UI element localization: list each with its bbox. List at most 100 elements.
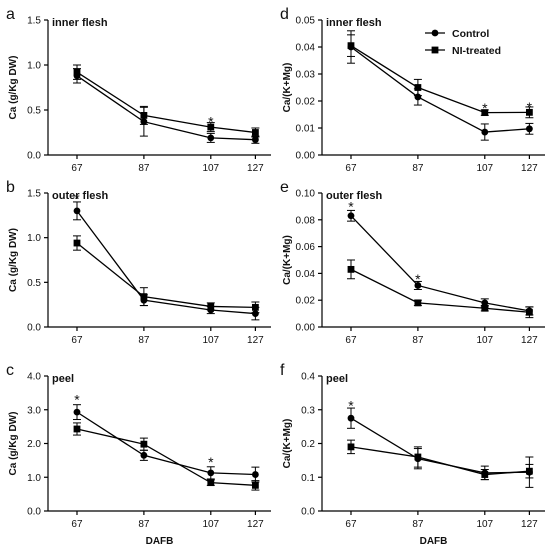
point-control <box>525 125 533 133</box>
x-tick-label: 107 <box>202 335 219 346</box>
point-ni-treated <box>347 265 355 273</box>
point-control <box>347 212 355 220</box>
point-control <box>207 134 215 142</box>
panel-letter: e <box>280 179 289 196</box>
significance-star: * <box>348 198 354 214</box>
panel-b: 0.0 0.5 1.0 1.5 67 87 107 127 b outer flesh Ca (g/… <box>6 179 271 346</box>
legend: Control NI-treated <box>425 28 501 57</box>
x-tick-label: 87 <box>412 519 424 530</box>
x-tick-label: 127 <box>247 163 264 174</box>
x-tick-label: 127 <box>247 519 264 530</box>
point-ni-treated <box>207 123 215 131</box>
point-ni-treated <box>140 293 148 301</box>
y-tick-label: 2.0 <box>27 439 41 450</box>
x-tick-label: 107 <box>476 335 493 346</box>
legend-marker-circle <box>431 29 439 37</box>
y-tick-label: 0.4 <box>301 372 315 383</box>
x-tick-label: 107 <box>476 163 493 174</box>
x-tick-label: 107 <box>476 519 493 530</box>
significance-star: * <box>527 99 533 115</box>
point-ni-treated <box>140 112 148 119</box>
y-tick-label: 0.0 <box>27 323 41 334</box>
y-tick-label: 0.3 <box>301 405 315 416</box>
panel-title: peel <box>52 373 74 385</box>
series-line-ni-treated <box>350 446 530 476</box>
y-tick-label: 0.0 <box>301 507 315 518</box>
significance-star: * <box>415 271 421 287</box>
point-ni-treated <box>525 467 533 475</box>
legend-marker-square <box>431 46 439 54</box>
legend-label: Control <box>452 28 489 40</box>
y-tick-label: 0.04 <box>296 43 316 54</box>
y-tick-label: 0.00 <box>296 323 316 334</box>
y-tick-label: 3.0 <box>27 405 41 416</box>
point-ni-treated <box>251 129 259 136</box>
y-tick-label: 0.05 <box>296 16 316 27</box>
point-control <box>251 471 259 478</box>
significance-star: * <box>482 100 488 116</box>
panel-title: inner flesh <box>326 17 382 29</box>
y-tick-label: 0.0 <box>27 151 41 162</box>
panel-letter: f <box>280 362 285 379</box>
series-line-ni-treated <box>350 45 530 114</box>
point-control <box>414 282 422 289</box>
y-axis-label: Ca (g/Kg DW) <box>8 56 19 120</box>
significance-star: * <box>208 114 214 130</box>
point-control <box>251 310 259 317</box>
significance-star: * <box>208 454 214 470</box>
point-ni-treated <box>525 108 533 116</box>
point-control <box>347 414 355 422</box>
panel-title: outer flesh <box>52 190 109 202</box>
y-tick-label: 0.01 <box>296 124 316 135</box>
y-tick-label: 0.06 <box>296 242 316 253</box>
point-ni-treated <box>140 440 148 448</box>
y-tick-label: 1.0 <box>27 473 41 484</box>
x-tick-label: 87 <box>412 163 424 174</box>
y-tick-label: 0.2 <box>301 439 315 450</box>
x-tick-label: 67 <box>345 163 357 174</box>
x-tick-label: 67 <box>345 519 357 530</box>
x-tick-label: 127 <box>247 335 264 346</box>
point-ni-treated <box>481 304 489 312</box>
y-axis-label: Ca/(K+Mg) <box>282 63 293 113</box>
x-tick-label: 127 <box>521 163 538 174</box>
y-tick-label: 0.0 <box>27 507 41 518</box>
x-tick-label: 87 <box>412 335 424 346</box>
significance-star: * <box>348 397 354 413</box>
point-ni-treated <box>73 239 81 247</box>
y-axis-label: Ca/(K+Mg) <box>282 235 293 285</box>
y-tick-label: 1.0 <box>27 61 41 72</box>
panel-title: inner flesh <box>52 17 108 29</box>
x-tick-label: 67 <box>71 163 83 174</box>
y-tick-label: 1.5 <box>27 16 41 27</box>
x-tick-label: 127 <box>521 519 538 530</box>
y-tick-label: 0.1 <box>301 473 315 484</box>
panel-letter: a <box>6 6 15 23</box>
point-ni-treated <box>207 303 215 310</box>
panel-e: 0.00 0.02 0.04 0.06 0.08 0.10 67 87 107 127 e outer… <box>280 179 545 346</box>
panel-letter: b <box>6 179 15 196</box>
legend-label: NI-treated <box>452 45 501 57</box>
x-tick-label: 107 <box>202 519 219 530</box>
x-tick-label: 67 <box>345 335 357 346</box>
y-tick-label: 0.00 <box>296 151 316 162</box>
y-axis-label: Ca (g/Kg DW) <box>8 228 19 292</box>
point-ni-treated <box>347 443 355 451</box>
x-tick-label: 127 <box>521 335 538 346</box>
point-control <box>140 451 148 459</box>
point-ni-treated <box>414 299 422 307</box>
x-tick-label: 87 <box>138 163 150 174</box>
point-control <box>481 128 489 136</box>
point-ni-treated <box>73 425 81 433</box>
point-ni-treated <box>481 471 489 478</box>
series-line-control <box>76 75 256 141</box>
y-tick-label: 0.08 <box>296 215 316 226</box>
panel-title: peel <box>326 373 348 385</box>
point-control <box>73 408 81 416</box>
x-tick-label: 67 <box>71 519 83 530</box>
point-ni-treated <box>251 303 259 311</box>
series-line-ni-treated <box>76 242 256 308</box>
y-tick-label: 0.5 <box>27 278 41 289</box>
series-line-ni-treated <box>76 428 256 486</box>
